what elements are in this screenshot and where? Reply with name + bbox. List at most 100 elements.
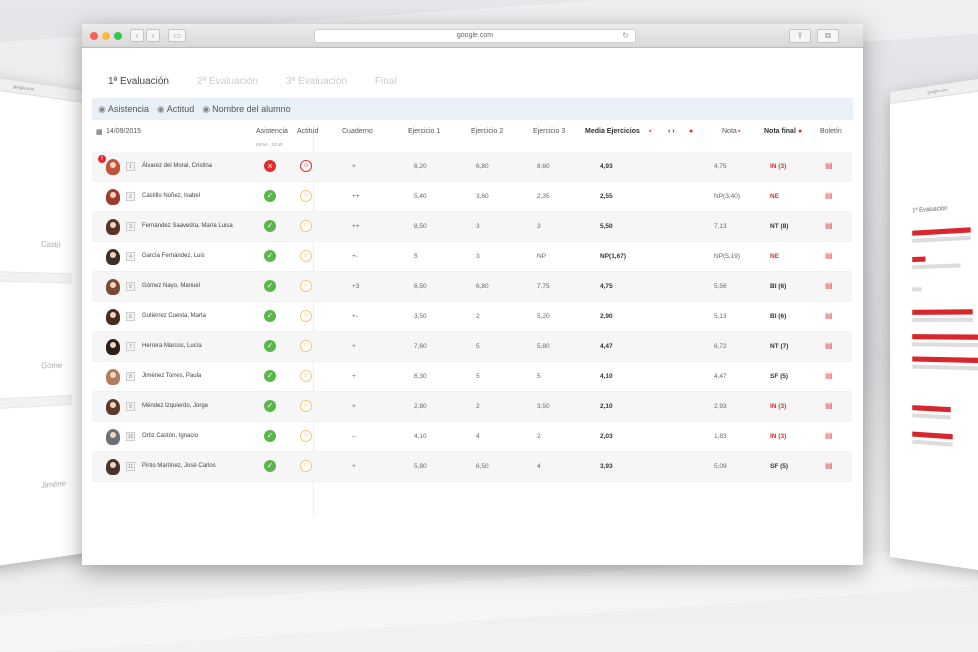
- ejercicio-2-value[interactable]: 2: [476, 403, 480, 410]
- check-icon[interactable]: ✓: [264, 190, 276, 202]
- cuaderno-value[interactable]: ++: [352, 193, 360, 200]
- ejercicio-3-value[interactable]: 7,75: [537, 283, 550, 290]
- nota-value[interactable]: 5,13: [714, 313, 727, 320]
- check-icon[interactable]: ✓: [264, 310, 276, 322]
- header-media-ejercicios[interactable]: Media Ejercicios: [585, 128, 640, 135]
- ejercicio-1-value[interactable]: 2,80: [414, 403, 427, 410]
- attitude-face-icon[interactable]: ☺: [300, 400, 312, 412]
- ejercicio-2-value[interactable]: 5: [476, 373, 480, 380]
- table-row[interactable]: 7 Herrera Marcos, Lucía ✓ ☺ +7,60 5 5,80 4,47 6,…: [92, 332, 852, 362]
- header-date[interactable]: 14/09/2015: [106, 128, 142, 135]
- ejercicio-1-value[interactable]: 4,10: [414, 433, 427, 440]
- nota-value[interactable]: 7,13: [714, 223, 727, 230]
- cuaderno-value[interactable]: ++: [352, 223, 360, 230]
- maximize-window-button[interactable]: [114, 32, 122, 40]
- nota-value[interactable]: 2,93: [714, 403, 727, 410]
- tab-evaluacion-3[interactable]: 3ª Evaluación: [285, 76, 347, 87]
- back-button[interactable]: ‹: [130, 29, 144, 42]
- ejercicio-3-value[interactable]: 5,20: [537, 313, 550, 320]
- cuaderno-value[interactable]: +: [352, 403, 356, 410]
- reload-icon[interactable]: ↻: [622, 31, 629, 40]
- student-name[interactable]: Fernández Saavedra, María Luisa: [142, 223, 233, 229]
- add-nota-final-icon[interactable]: ●: [798, 128, 803, 135]
- pdf-report-icon[interactable]: ▤: [825, 431, 833, 440]
- check-icon[interactable]: ✓: [264, 370, 276, 382]
- nota-final-value[interactable]: IN (3): [770, 163, 787, 170]
- ejercicio-3-value[interactable]: 3,50: [537, 403, 550, 410]
- cuaderno-value[interactable]: +-: [352, 313, 358, 320]
- column-nav-arrows[interactable]: ‹ ›: [668, 128, 675, 135]
- student-name[interactable]: Ortiz Castón, Ignacio: [142, 433, 199, 439]
- delete-nota-icon[interactable]: ▪: [738, 128, 741, 135]
- nota-value[interactable]: NP(5,19): [714, 253, 741, 260]
- tab-evaluacion-1[interactable]: 1ª Evaluación: [108, 76, 169, 87]
- table-row[interactable]: 2 Castillo Núñez, Isabel ✓ ☺ ++ 5,40 3,60 2,35 2…: [92, 182, 852, 212]
- ejercicio-3-value[interactable]: 3: [537, 223, 541, 230]
- pdf-report-icon[interactable]: ▤: [825, 221, 833, 230]
- ejercicio-3-value[interactable]: 5,80: [537, 343, 550, 350]
- share-button[interactable]: ⇪: [789, 29, 811, 43]
- table-row[interactable]: 11 Pinto Martínez, José Carlos ✓ ☺ +5,80 6,50…: [92, 452, 852, 482]
- absent-icon[interactable]: ×: [264, 160, 276, 172]
- nota-final-value[interactable]: SF (5): [770, 463, 789, 470]
- pdf-report-icon[interactable]: ▤: [825, 401, 833, 410]
- attitude-face-icon[interactable]: ☺: [300, 250, 312, 262]
- ejercicio-3-value[interactable]: NP: [537, 253, 547, 260]
- table-row[interactable]: ! 1 Álvarez del Moral, Cristina × ☺ +6,20 6,80…: [92, 152, 852, 182]
- check-icon[interactable]: ✓: [264, 400, 276, 412]
- header-ejercicio-2[interactable]: Ejercicio 2: [471, 128, 504, 135]
- check-icon[interactable]: ✓: [264, 250, 276, 262]
- nota-final-value[interactable]: NE: [770, 193, 780, 200]
- ejercicio-2-value[interactable]: 3: [476, 253, 480, 260]
- ejercicio-1-value[interactable]: 6,20: [414, 163, 427, 170]
- cuaderno-value[interactable]: +: [352, 163, 356, 170]
- ejercicio-2-value[interactable]: 3,60: [476, 193, 489, 200]
- attitude-face-icon[interactable]: ☺: [300, 280, 312, 292]
- ejercicio-2-value[interactable]: 6,80: [476, 283, 489, 290]
- ejercicio-3-value[interactable]: 2,35: [537, 193, 550, 200]
- cuaderno-value[interactable]: +: [352, 463, 356, 470]
- nota-value[interactable]: 4,75: [714, 163, 727, 170]
- ejercicio-2-value[interactable]: 6,80: [476, 163, 489, 170]
- ejercicio-2-value[interactable]: 4: [476, 433, 480, 440]
- close-window-button[interactable]: [90, 32, 98, 40]
- cuaderno-value[interactable]: +-: [352, 253, 358, 260]
- tab-final[interactable]: Final: [374, 76, 397, 87]
- pdf-report-icon[interactable]: ▤: [825, 341, 833, 350]
- attitude-face-icon[interactable]: ☺: [300, 430, 312, 442]
- attitude-face-icon[interactable]: ☺: [300, 340, 312, 352]
- nota-value[interactable]: NP(3,40): [714, 193, 741, 200]
- pdf-report-icon[interactable]: ▤: [825, 161, 833, 170]
- minimize-window-button[interactable]: [102, 32, 110, 40]
- header-actitud[interactable]: Actitud: [297, 128, 319, 135]
- filter-actitud[interactable]: ◉ Actitud: [157, 104, 194, 114]
- check-icon[interactable]: ✓: [264, 430, 276, 442]
- ejercicio-2-value[interactable]: 2: [476, 313, 480, 320]
- student-name[interactable]: Herrera Marcos, Lucía: [142, 343, 202, 349]
- sidebar-toggle-button[interactable]: ▭: [168, 29, 186, 42]
- ejercicio-2-value[interactable]: 6,50: [476, 463, 489, 470]
- pdf-report-icon[interactable]: ▤: [825, 281, 833, 290]
- address-bar[interactable]: google.com ↻: [314, 29, 636, 43]
- pdf-report-icon[interactable]: ▤: [825, 371, 833, 380]
- pdf-report-icon[interactable]: ▤: [825, 461, 833, 470]
- ejercicio-2-value[interactable]: 5: [476, 343, 480, 350]
- ejercicio-3-value[interactable]: 2: [537, 433, 541, 440]
- tabs-overview-button[interactable]: ⧉: [817, 29, 839, 43]
- table-row[interactable]: 4 García Fernández, Luis ✓ ☺ +- 5 3 NP NP(1,67) N…: [92, 242, 852, 272]
- calendar-icon[interactable]: ▦: [96, 129, 103, 136]
- nota-final-value[interactable]: BI (6): [770, 283, 787, 290]
- student-name[interactable]: Gómez Nayo, Manuel: [142, 283, 201, 289]
- pdf-report-icon[interactable]: ▤: [825, 191, 833, 200]
- delete-column-icon[interactable]: ▪: [649, 128, 652, 135]
- notification-badge-icon[interactable]: !: [98, 155, 106, 163]
- header-nota-final[interactable]: Nota final: [764, 128, 796, 135]
- nota-final-value[interactable]: NE: [770, 253, 780, 260]
- pdf-report-icon[interactable]: ▤: [825, 251, 833, 260]
- ejercicio-1-value[interactable]: 5: [414, 253, 418, 260]
- nota-final-value[interactable]: IN (3): [770, 403, 787, 410]
- student-name[interactable]: Álvarez del Moral, Cristina: [142, 163, 213, 169]
- table-row[interactable]: 5 Gómez Nayo, Manuel ✓ ☺ +3 6,50 6,80 7,75 4,75 5…: [92, 272, 852, 302]
- forward-button[interactable]: ›: [146, 29, 160, 42]
- table-row[interactable]: 6 Gutiérrez Cuesta, Marta ✓ ☺ +- 3,50 2 5,20 2,9…: [92, 302, 852, 332]
